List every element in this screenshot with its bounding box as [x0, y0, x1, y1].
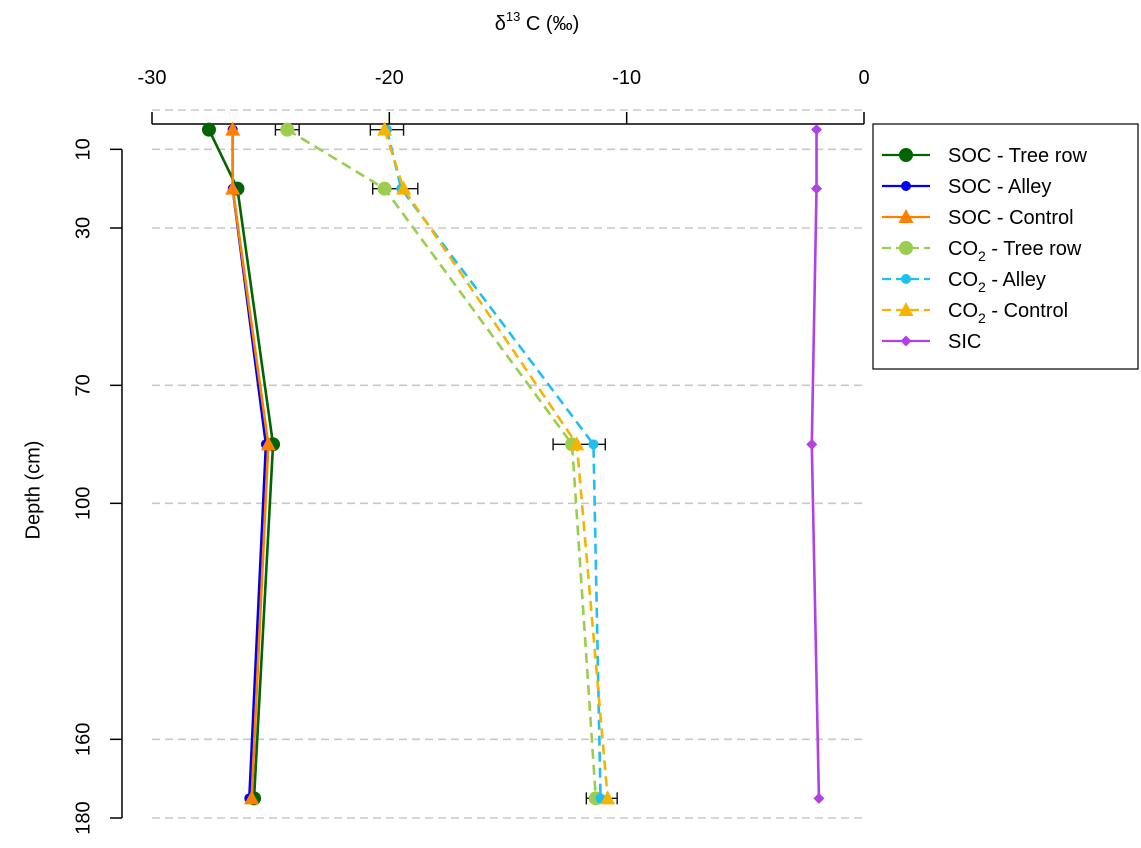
data-point — [244, 790, 260, 805]
x-title-rest: C (‰) — [520, 13, 579, 35]
data-point — [377, 181, 392, 196]
legend-label-subscript: 2 — [978, 248, 986, 264]
x-title-delta: δ — [495, 13, 506, 35]
data-point — [201, 122, 216, 137]
legend-box — [872, 123, 1139, 370]
y-tick-label: 160 — [72, 723, 94, 756]
series-line — [286, 128, 598, 799]
y-axis-title: Depth (cm) — [22, 441, 44, 540]
data-point — [377, 121, 393, 136]
series-5 — [377, 121, 616, 805]
y-tick-label: 180 — [72, 801, 94, 834]
legend-label-base: SOC - Control — [948, 207, 1074, 229]
data-point — [588, 439, 599, 450]
series-1 — [227, 124, 271, 804]
series-line — [383, 129, 609, 799]
legend-label: SOC - Tree row — [948, 145, 1087, 167]
legend-label: CO2 - Control — [948, 300, 1068, 326]
x-tick-label: -30 — [138, 67, 167, 89]
data-point — [898, 209, 914, 223]
legend-item: CO2 - Control — [882, 300, 1068, 326]
data-point — [600, 790, 616, 805]
series-6 — [806, 124, 825, 804]
legend: SOC - Tree row SOC - Alley SOC - Control CO… — [872, 123, 1139, 370]
legend-label-base: SIC — [948, 331, 981, 353]
legend-item: SIC — [882, 331, 981, 353]
legend-label-base: CO — [948, 300, 978, 322]
legend-label: SOC - Alley — [948, 176, 1051, 198]
series-group — [201, 121, 825, 806]
legend-item: CO2 - Tree row — [882, 238, 1082, 264]
series-line — [810, 129, 821, 799]
legend-label-base: SOC - Tree row — [948, 145, 1087, 167]
series-line — [207, 129, 275, 799]
y-tick-label: 10 — [72, 138, 94, 160]
data-point — [901, 181, 911, 191]
y-tick-label: 100 — [72, 487, 94, 520]
series-2 — [225, 121, 276, 805]
data-point — [900, 335, 912, 347]
legend-item: SOC - Control — [882, 207, 1074, 229]
legend-label-rest: - Alley — [986, 269, 1046, 291]
legend-label-rest: - Tree row — [986, 238, 1082, 260]
data-point — [899, 241, 913, 255]
legend-item: CO2 - Alley — [882, 269, 1046, 295]
legend-item: SOC - Alley — [882, 176, 1051, 198]
data-point — [396, 180, 412, 195]
data-point — [260, 436, 276, 451]
data-point — [806, 438, 818, 450]
series-line — [231, 129, 270, 799]
x-tick-label: 0 — [858, 67, 869, 89]
legend-label: SOC - Control — [948, 207, 1074, 229]
series-3 — [280, 122, 603, 806]
data-point — [901, 274, 911, 284]
data-point — [225, 180, 241, 195]
series-4 — [381, 124, 606, 804]
data-point — [811, 124, 823, 136]
gridlines — [152, 109, 864, 819]
legend-label-base: SOC - Alley — [948, 176, 1051, 198]
x-axis: -30 -20 -10 0 — [138, 67, 870, 125]
y-tick-label: 30 — [72, 217, 94, 239]
x-axis-title: δ13 C (‰) — [495, 9, 580, 35]
legend-label-subscript: 2 — [978, 310, 986, 326]
legend-label-base: CO — [948, 269, 978, 291]
y-axis: 10 30 70 100 160 180 — [72, 138, 123, 835]
legend-label-rest: - Control — [986, 300, 1068, 322]
legend-label: CO2 - Alley — [948, 269, 1046, 295]
y-tick-label: 70 — [72, 374, 94, 396]
legend-label-subscript: 2 — [978, 279, 986, 295]
data-point — [898, 302, 914, 316]
legend-label: CO2 - Tree row — [948, 238, 1082, 264]
data-point — [811, 183, 823, 195]
data-point — [899, 148, 913, 162]
legend-label-base: CO — [948, 238, 978, 260]
data-point — [280, 122, 295, 137]
data-point — [225, 121, 241, 136]
data-point — [569, 436, 585, 451]
legend-label: SIC — [948, 331, 981, 353]
x-tick-label: -10 — [612, 67, 641, 89]
data-point — [813, 792, 825, 804]
error-bars — [274, 123, 618, 805]
x-tick-label: -20 — [375, 67, 404, 89]
x-title-superscript: 13 — [506, 9, 520, 24]
legend-item: SOC - Tree row — [882, 145, 1087, 167]
series-line — [385, 129, 602, 799]
